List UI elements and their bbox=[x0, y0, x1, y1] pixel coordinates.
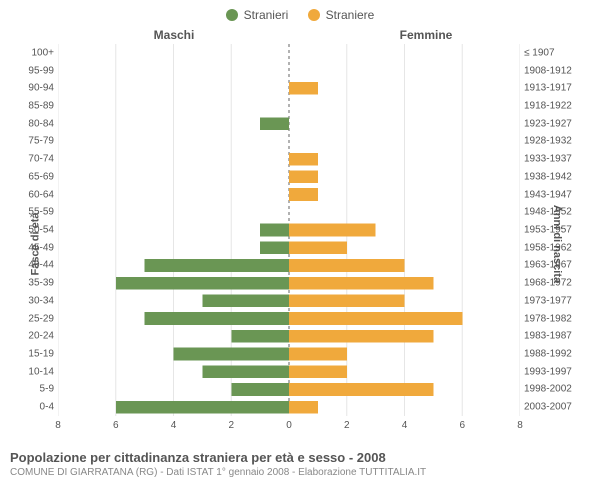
bar-male[interactable] bbox=[260, 117, 289, 130]
y-label-birth: 1938-1942 bbox=[524, 171, 572, 182]
column-headers: Maschi Femmine bbox=[0, 28, 600, 44]
y-label-age: 45-49 bbox=[28, 242, 54, 253]
y-label-age: 60-64 bbox=[28, 189, 54, 200]
x-tick: 2 bbox=[228, 420, 234, 431]
bar-female[interactable] bbox=[289, 277, 433, 290]
y-label-birth: 1928-1932 bbox=[524, 136, 572, 147]
y-label-birth: 2003-2007 bbox=[524, 402, 572, 413]
chart-svg bbox=[58, 44, 520, 416]
bar-male[interactable] bbox=[260, 241, 289, 254]
x-tick: 8 bbox=[517, 420, 523, 431]
y-label-birth: 1918-1922 bbox=[524, 101, 572, 112]
y-label-age: 55-59 bbox=[28, 207, 54, 218]
bar-female[interactable] bbox=[289, 188, 318, 201]
y-label-age: 90-94 bbox=[28, 83, 54, 94]
chart: Fasce di età Anni di nascita 100+≤ 19079… bbox=[0, 44, 600, 444]
y-label-age: 0-4 bbox=[40, 402, 54, 413]
y-label-age: 50-54 bbox=[28, 225, 54, 236]
y-label-birth: 1948-1952 bbox=[524, 207, 572, 218]
y-label-age: 80-84 bbox=[28, 118, 54, 129]
y-label-age: 75-79 bbox=[28, 136, 54, 147]
y-label-birth: 1993-1997 bbox=[524, 366, 572, 377]
y-label-age: 40-44 bbox=[28, 260, 54, 271]
y-label-age: 10-14 bbox=[28, 366, 54, 377]
legend-item-female[interactable]: Straniere bbox=[308, 8, 375, 22]
y-label-birth: 1978-1982 bbox=[524, 313, 572, 324]
bar-female[interactable] bbox=[289, 259, 405, 272]
column-header-left: Maschi bbox=[48, 28, 300, 42]
x-tick: 6 bbox=[459, 420, 465, 431]
bar-male[interactable] bbox=[174, 348, 290, 361]
bar-male[interactable] bbox=[231, 383, 289, 396]
bar-female[interactable] bbox=[289, 365, 347, 378]
legend-item-male[interactable]: Stranieri bbox=[226, 8, 289, 22]
bar-female[interactable] bbox=[289, 348, 347, 361]
x-tick: 4 bbox=[171, 420, 177, 431]
x-tick: 0 bbox=[286, 420, 292, 431]
y-label-age: 70-74 bbox=[28, 154, 54, 165]
bar-male[interactable] bbox=[145, 259, 289, 272]
bar-female[interactable] bbox=[289, 82, 318, 95]
y-label-birth: 1943-1947 bbox=[524, 189, 572, 200]
x-axis: 8 6 4 2 0 2 4 6 8 bbox=[58, 420, 520, 434]
y-label-birth: 1958-1962 bbox=[524, 242, 572, 253]
legend-swatch-male bbox=[226, 9, 238, 21]
legend-label-female: Straniere bbox=[326, 8, 375, 22]
bar-male[interactable] bbox=[260, 224, 289, 237]
bar-female[interactable] bbox=[289, 312, 462, 325]
y-label-age: 65-69 bbox=[28, 171, 54, 182]
bar-female[interactable] bbox=[289, 153, 318, 166]
legend-swatch-female bbox=[308, 9, 320, 21]
y-label-age: 20-24 bbox=[28, 331, 54, 342]
chart-subtitle: COMUNE DI GIARRATANA (RG) - Dati ISTAT 1… bbox=[10, 467, 590, 478]
y-label-birth: 1933-1937 bbox=[524, 154, 572, 165]
y-label-birth: 1963-1967 bbox=[524, 260, 572, 271]
x-tick: 2 bbox=[344, 420, 350, 431]
bar-male[interactable] bbox=[145, 312, 289, 325]
footer: Popolazione per cittadinanza straniera p… bbox=[0, 444, 600, 478]
y-label-age: 95-99 bbox=[28, 65, 54, 76]
bar-male[interactable] bbox=[116, 277, 289, 290]
bar-female[interactable] bbox=[289, 294, 405, 307]
bar-female[interactable] bbox=[289, 224, 376, 237]
y-label-birth: 1953-1957 bbox=[524, 225, 572, 236]
legend-label-male: Stranieri bbox=[244, 8, 289, 22]
column-header-right: Femmine bbox=[300, 28, 552, 42]
y-label-birth: 1988-1992 bbox=[524, 349, 572, 360]
y-label-birth: 1983-1987 bbox=[524, 331, 572, 342]
y-label-age: 85-89 bbox=[28, 101, 54, 112]
bar-male[interactable] bbox=[116, 401, 289, 414]
y-label-age: 30-34 bbox=[28, 295, 54, 306]
bar-female[interactable] bbox=[289, 401, 318, 414]
x-tick: 4 bbox=[402, 420, 408, 431]
y-label-birth: 1968-1972 bbox=[524, 278, 572, 289]
legend: Stranieri Straniere bbox=[0, 0, 600, 28]
y-label-age: 25-29 bbox=[28, 313, 54, 324]
bar-female[interactable] bbox=[289, 241, 347, 254]
y-label-age: 15-19 bbox=[28, 349, 54, 360]
y-label-age: 35-39 bbox=[28, 278, 54, 289]
y-label-birth: ≤ 1907 bbox=[524, 47, 555, 58]
bar-female[interactable] bbox=[289, 383, 433, 396]
plot-area: 100+≤ 190795-991908-191290-941913-191785… bbox=[58, 44, 520, 416]
chart-title: Popolazione per cittadinanza straniera p… bbox=[10, 450, 590, 465]
x-tick: 8 bbox=[55, 420, 61, 431]
y-label-age: 5-9 bbox=[40, 384, 54, 395]
bar-female[interactable] bbox=[289, 170, 318, 183]
y-label-birth: 1913-1917 bbox=[524, 83, 572, 94]
bar-male[interactable] bbox=[202, 365, 289, 378]
x-tick: 6 bbox=[113, 420, 119, 431]
y-label-birth: 1908-1912 bbox=[524, 65, 572, 76]
bar-female[interactable] bbox=[289, 330, 433, 343]
y-label-age: 100+ bbox=[31, 47, 54, 58]
y-label-birth: 1973-1977 bbox=[524, 295, 572, 306]
bar-male[interactable] bbox=[231, 330, 289, 343]
bar-male[interactable] bbox=[202, 294, 289, 307]
y-label-birth: 1998-2002 bbox=[524, 384, 572, 395]
y-label-birth: 1923-1927 bbox=[524, 118, 572, 129]
